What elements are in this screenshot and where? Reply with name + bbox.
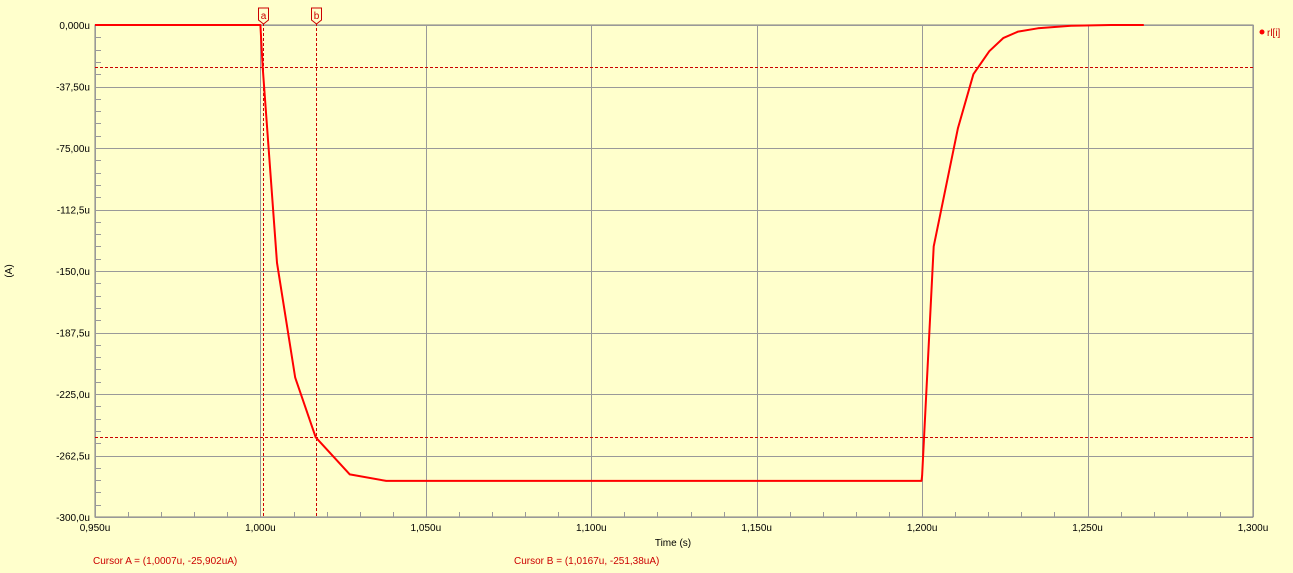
- data-point: [1037, 27, 1039, 29]
- data-point: [1002, 37, 1004, 39]
- grid-lines: [95, 25, 1254, 518]
- y-tick-label: -112,5u: [57, 206, 90, 217]
- legend[interactable]: rl[i]: [1259, 28, 1281, 39]
- x-tick-label: 1,000u: [245, 523, 276, 534]
- cursor-a-flag-icon: [258, 7, 269, 25]
- legend-label: rl[i]: [1267, 28, 1281, 39]
- data-point: [988, 50, 990, 52]
- legend-marker-icon: [1259, 29, 1265, 35]
- x-tick-label: 1,050u: [411, 523, 442, 534]
- data-point: [921, 475, 923, 477]
- x-tick-labels: 0,950u 1,000u 1,050u 1,100u 1,150u 1,200u 1,25…: [80, 523, 1269, 534]
- cursor-b-readout: Cursor B = (1,0167u, -251,38uA): [514, 556, 659, 567]
- y-axis-label: (A): [4, 264, 15, 277]
- data-point: [756, 480, 758, 482]
- data-point: [294, 377, 296, 379]
- y-tick-label: -75,00u: [56, 144, 90, 155]
- y-tick-label: -37,50u: [56, 83, 90, 94]
- cursor-lines[interactable]: [95, 18, 1253, 517]
- cursor-a-readout: Cursor A = (1,0007u, -25,902uA): [93, 556, 237, 567]
- data-point: [1070, 25, 1072, 27]
- data-point: [1017, 31, 1019, 33]
- x-tick-label: 1,300u: [1238, 523, 1269, 534]
- cursor-a-flag-label: a: [261, 11, 267, 22]
- data-point: [276, 262, 278, 264]
- series-points: [94, 24, 1145, 482]
- data-point: [972, 73, 974, 75]
- data-point: [94, 24, 96, 26]
- data-point: [1110, 24, 1112, 26]
- x-tick-label: 1,250u: [1072, 523, 1103, 534]
- data-point: [259, 24, 261, 26]
- y-tick-label: -225,0u: [56, 390, 90, 401]
- series-line-rl-i: [95, 24, 1144, 482]
- cursor-a-flag[interactable]: a: [258, 7, 269, 25]
- cursor-b-flag-label: b: [314, 11, 320, 22]
- x-axis-label: Time (s): [655, 538, 691, 549]
- x-tick-label: 1,150u: [741, 523, 772, 534]
- data-point: [921, 480, 923, 482]
- data-point: [315, 436, 317, 438]
- y-tick-label: -187,5u: [56, 329, 90, 340]
- cursor-b-flag-icon: [311, 7, 322, 25]
- y-tick-label: -262,5u: [56, 452, 90, 463]
- y-tick-labels: 0,000u -37,50u -75,00u -112,5u -150,0u -187,5…: [56, 21, 90, 524]
- data-point: [1143, 24, 1145, 26]
- y-tick-label: -300,0u: [56, 513, 90, 524]
- data-point: [385, 480, 387, 482]
- data-point: [957, 127, 959, 129]
- data-point: [349, 473, 351, 475]
- x-tick-label: 1,100u: [576, 523, 607, 534]
- data-point: [262, 67, 264, 69]
- y-tick-label: -150,0u: [56, 267, 90, 278]
- x-tick-label: 1,200u: [907, 523, 938, 534]
- data-point: [590, 480, 592, 482]
- x-tick-label: 0,950u: [80, 523, 111, 534]
- data-point: [933, 245, 935, 247]
- y-tick-label: 0,000u: [59, 21, 90, 32]
- minor-ticks: [95, 37, 1221, 517]
- cursor-b-flag[interactable]: b: [311, 7, 322, 25]
